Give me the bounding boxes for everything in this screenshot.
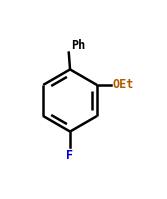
- Text: Ph: Ph: [71, 39, 85, 52]
- Text: OEt: OEt: [113, 78, 134, 92]
- Text: F: F: [66, 149, 74, 162]
